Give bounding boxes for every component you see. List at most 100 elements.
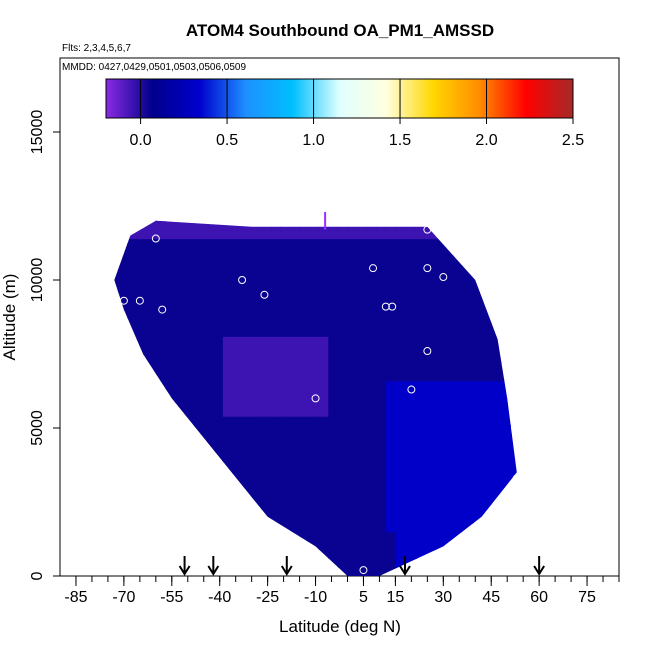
heat-cell xyxy=(79,487,89,496)
heat-cell xyxy=(270,265,282,275)
heat-cell xyxy=(117,220,128,222)
heat-cell xyxy=(597,203,607,212)
heat-cell xyxy=(347,504,358,515)
heat-cell xyxy=(117,460,128,471)
heat-cell xyxy=(261,433,272,444)
heat-cell xyxy=(242,433,253,444)
heat-cell xyxy=(558,381,568,390)
heat-cell xyxy=(491,380,502,391)
heat-cell xyxy=(539,425,549,434)
heat-cell xyxy=(242,318,253,328)
heat-cell xyxy=(577,247,587,256)
heat-cell xyxy=(577,301,587,310)
heat-cell xyxy=(70,301,80,310)
heat-cell xyxy=(213,265,224,275)
heat-cell xyxy=(433,549,444,559)
heat-cell xyxy=(165,336,176,346)
heat-cell xyxy=(376,433,387,444)
heat-cell xyxy=(174,442,186,453)
heat-cell xyxy=(472,354,483,364)
heat-cell xyxy=(60,567,70,576)
heat-cell xyxy=(337,309,349,320)
heat-cell xyxy=(213,504,224,515)
heat-cell xyxy=(530,532,540,541)
heat-cell xyxy=(60,212,70,221)
heat-cell xyxy=(491,469,502,479)
heat-cell xyxy=(616,452,626,461)
heat-cell xyxy=(481,451,492,462)
heat-cell xyxy=(318,567,329,577)
heat-cell xyxy=(606,549,616,558)
heat-cell xyxy=(443,229,454,240)
heat-cell xyxy=(472,282,483,293)
heat-cell xyxy=(395,513,406,524)
x-tick-label: -70 xyxy=(112,589,135,606)
heat-cell xyxy=(616,212,626,221)
heat-cell xyxy=(452,567,464,577)
heat-cell xyxy=(443,247,454,257)
heat-cell xyxy=(251,460,262,471)
heat-cell xyxy=(261,407,272,417)
heat-cell xyxy=(213,256,224,266)
heat-cell xyxy=(165,398,176,408)
heat-cell xyxy=(491,442,502,453)
heat-cell xyxy=(60,496,70,505)
heat-cell xyxy=(222,549,234,559)
heat-cell xyxy=(472,309,483,320)
x-tick-label: 30 xyxy=(434,589,452,606)
heat-cell xyxy=(616,549,626,558)
heat-cell xyxy=(155,389,167,399)
heat-cell xyxy=(568,327,578,336)
heat-cell xyxy=(424,433,435,444)
sample-point xyxy=(381,302,390,311)
heat-cell xyxy=(385,522,396,533)
heat-cell xyxy=(443,567,454,577)
heat-cell xyxy=(481,407,492,417)
heat-cell xyxy=(549,247,559,256)
heat-cell xyxy=(337,291,349,302)
heat-cell xyxy=(328,380,339,391)
heat-cell xyxy=(414,274,425,284)
heat-cell xyxy=(539,363,549,372)
heat-cell xyxy=(385,300,396,311)
heat-cell xyxy=(242,345,253,355)
heat-cell xyxy=(376,247,387,257)
heat-cell xyxy=(127,291,138,302)
heat-cell xyxy=(175,203,185,212)
heat-cell xyxy=(462,345,473,355)
flights-label: Flts: 2,3,4,5,6,7 xyxy=(62,43,131,54)
heat-cell xyxy=(452,220,464,222)
x-tick-label: 45 xyxy=(482,589,500,606)
heat-cell xyxy=(385,460,396,471)
heat-cell xyxy=(299,291,310,302)
heat-cell xyxy=(155,487,167,497)
heat-cell xyxy=(70,310,80,319)
heat-cell xyxy=(146,425,157,435)
heat-cell xyxy=(98,407,108,416)
heat-cell xyxy=(270,496,282,506)
heat-cell xyxy=(549,230,559,239)
heat-cell xyxy=(242,362,253,373)
heat-cell xyxy=(136,354,147,364)
heat-cell xyxy=(117,531,128,542)
heat-cell xyxy=(366,522,377,533)
heat-cell xyxy=(462,327,473,337)
heat-cell xyxy=(270,522,282,533)
heat-cell xyxy=(289,318,301,328)
heat-cell xyxy=(376,274,387,284)
heat-cell xyxy=(251,229,262,240)
heat-cell xyxy=(299,407,310,417)
heat-cell xyxy=(114,238,119,249)
heat-cell xyxy=(309,336,320,346)
heat-cell xyxy=(299,540,310,550)
heat-cell xyxy=(520,558,530,567)
heat-cell xyxy=(222,274,234,284)
heat-cell xyxy=(146,291,157,302)
heat-cell xyxy=(385,558,396,568)
heat-cell xyxy=(597,247,607,256)
heat-cell xyxy=(174,274,186,284)
heat-cell xyxy=(481,469,492,479)
heat-cell xyxy=(318,425,329,435)
heat-cell xyxy=(414,220,425,231)
heat-cell xyxy=(261,282,272,293)
